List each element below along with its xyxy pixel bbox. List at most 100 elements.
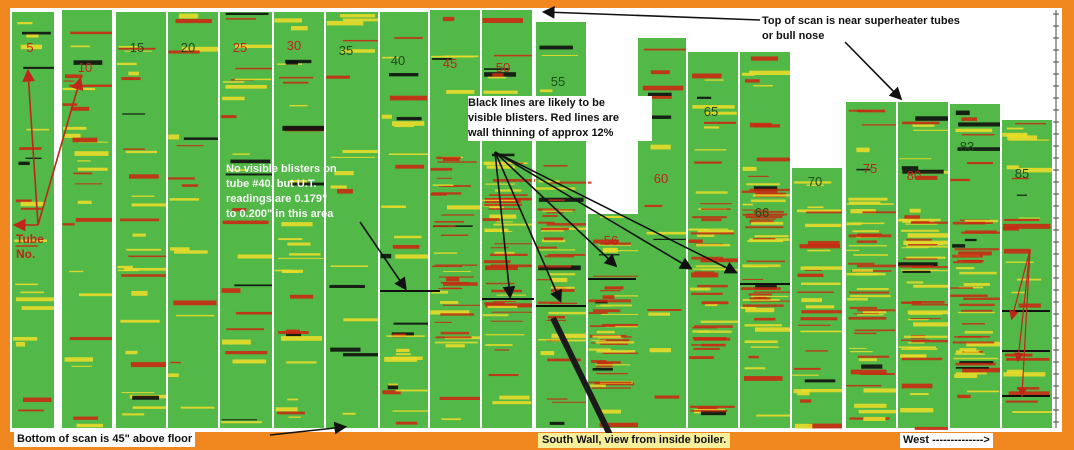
heat-band [648, 92, 672, 96]
heat-band [794, 423, 813, 429]
heat-band [15, 245, 38, 247]
heat-band [742, 278, 764, 281]
heat-band [857, 109, 886, 113]
heat-band [801, 310, 842, 314]
heat-band [394, 125, 414, 128]
heat-band [955, 110, 970, 116]
heat-band [749, 188, 792, 192]
heat-band [538, 249, 576, 251]
heat-band [445, 344, 465, 348]
heat-band [489, 253, 528, 257]
heat-band [489, 214, 517, 219]
scan-strip-19 [950, 104, 1000, 428]
heat-band [15, 283, 38, 286]
heat-band [175, 18, 212, 24]
heat-band [848, 109, 865, 112]
heat-band [848, 245, 887, 247]
heat-band [439, 300, 459, 304]
heat-band [550, 289, 575, 292]
heat-band [234, 284, 272, 287]
heat-band [129, 174, 159, 179]
heat-band [697, 284, 728, 288]
heat-band [342, 39, 378, 42]
heat-band [482, 17, 523, 23]
heat-band [499, 395, 530, 400]
heat-band [438, 185, 460, 187]
heat-band [221, 288, 241, 293]
tube-number-label: 70 [808, 174, 822, 189]
heat-band [121, 77, 141, 81]
heat-band [1006, 165, 1019, 170]
heat-band [953, 261, 982, 264]
heat-band [861, 364, 883, 369]
heat-band [174, 250, 208, 254]
heat-band [902, 258, 938, 260]
heat-band [537, 265, 572, 268]
heat-band [279, 76, 314, 79]
heat-band [743, 376, 783, 381]
heat-band [915, 175, 938, 180]
heat-band [690, 268, 733, 270]
heat-band [700, 203, 732, 205]
heat-band [646, 231, 686, 235]
heat-band [62, 103, 78, 106]
heat-band [442, 304, 483, 306]
heat-band [862, 211, 896, 214]
pointer-arrow [494, 151, 738, 274]
heat-band [800, 330, 842, 333]
heat-band [742, 298, 780, 301]
heat-band [395, 389, 428, 392]
pointer-arrow [494, 151, 693, 270]
heat-band [800, 399, 812, 403]
heat-band [15, 297, 54, 302]
heat-band [178, 13, 199, 19]
heat-band [446, 277, 460, 282]
heat-band [439, 276, 474, 278]
heat-band [911, 340, 957, 343]
heat-band [274, 18, 303, 23]
heat-band [548, 199, 565, 201]
heat-band [852, 269, 874, 272]
heat-band [537, 301, 560, 304]
heat-band [598, 254, 620, 256]
heat-band [536, 246, 557, 249]
heat-band [326, 20, 364, 26]
heat-band [484, 230, 513, 233]
heat-band [704, 79, 724, 81]
heat-band [286, 361, 317, 364]
heat-band [800, 266, 842, 270]
heat-band [440, 281, 469, 284]
heat-band [954, 353, 985, 355]
heat-band [747, 175, 769, 177]
heat-band [539, 45, 573, 50]
heat-band [807, 240, 840, 246]
heat-band [859, 373, 895, 375]
heat-band [901, 166, 919, 170]
heat-band [590, 384, 606, 388]
south-wall-pointer [550, 316, 618, 447]
heat-band [901, 247, 929, 249]
heat-band [235, 311, 272, 315]
heat-band [599, 289, 621, 292]
heat-band [959, 271, 997, 275]
heat-band [695, 244, 731, 247]
tube-number-label: 66 [755, 205, 769, 220]
heat-band [484, 260, 511, 264]
heat-band [485, 303, 532, 308]
heat-band [181, 184, 199, 187]
heat-band [591, 360, 607, 363]
heat-band [394, 37, 423, 39]
blister-line [380, 290, 440, 292]
heat-band [898, 218, 941, 222]
heat-band [599, 422, 638, 428]
heat-band [749, 297, 771, 300]
heat-band [430, 310, 470, 315]
heat-band [494, 349, 510, 351]
heat-band [286, 333, 302, 338]
heat-band [330, 265, 369, 267]
heat-band [751, 199, 786, 203]
heat-band [857, 264, 900, 268]
heat-band [22, 397, 52, 403]
heat-band [277, 411, 305, 415]
heat-band [804, 269, 822, 271]
